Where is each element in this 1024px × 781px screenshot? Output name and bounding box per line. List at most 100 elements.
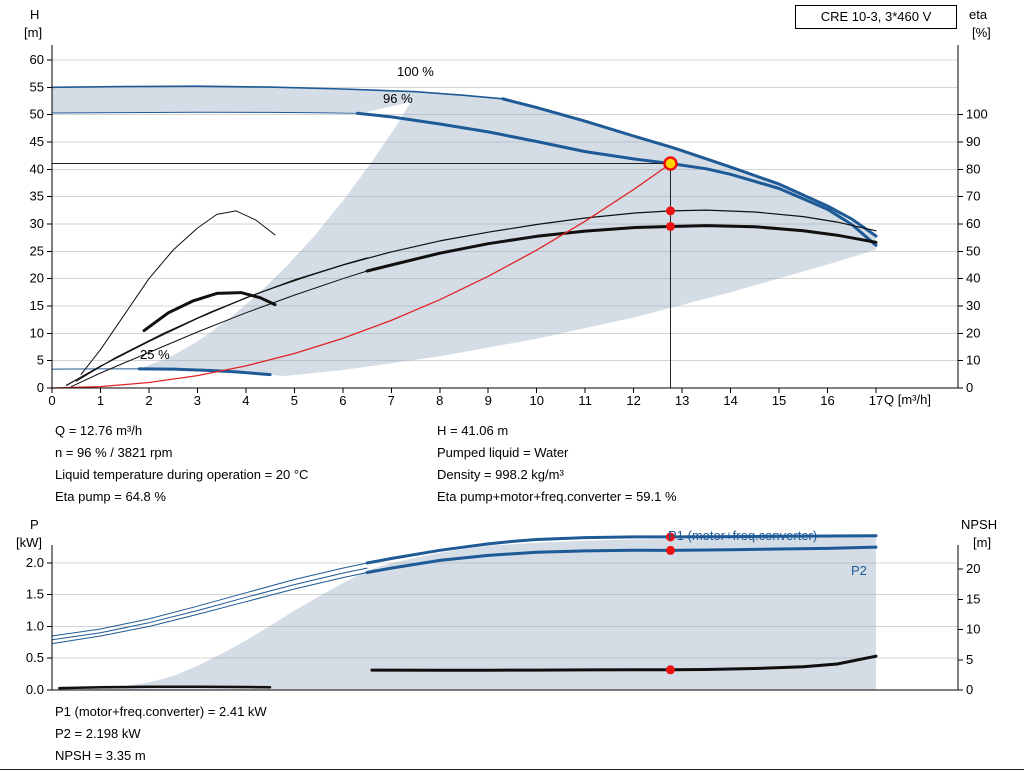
q-axis-label: Q [m³/h] xyxy=(884,392,931,407)
info-p2: P2 = 2.198 kW xyxy=(55,726,141,741)
y2-tick-label: 60 xyxy=(966,216,980,231)
y-tick-label: 25 xyxy=(30,243,44,258)
y2-tick-label: 5 xyxy=(966,652,973,667)
y2-tick-label: 20 xyxy=(966,561,980,576)
speed-100-curve xyxy=(501,97,878,238)
system-curve xyxy=(51,162,672,389)
y2-tick-label: 100 xyxy=(966,107,988,122)
npsh-point-marker xyxy=(665,665,675,675)
y-tick-label: 1.5 xyxy=(26,587,44,602)
y2-tick-label: 0 xyxy=(966,682,973,697)
p1-point-marker xyxy=(665,532,675,542)
y-tick-label: 20 xyxy=(30,271,44,286)
npsh-axis-unit: [m] xyxy=(973,535,992,550)
p2-point-marker xyxy=(665,545,675,555)
y-tick-label: 35 xyxy=(30,189,44,204)
x-tick-label: 13 xyxy=(675,393,689,408)
info-flow: Q = 12.76 m³/h xyxy=(55,423,143,438)
x-tick-label: 11 xyxy=(578,393,592,408)
x-tick-label: 6 xyxy=(339,393,346,408)
info-npsh: NPSH = 3.35 m xyxy=(55,748,146,763)
pump-title-box: CRE 10-3, 3*460 V xyxy=(795,5,957,29)
y2-tick-label: 80 xyxy=(966,161,980,176)
x-tick-label: 12 xyxy=(626,393,640,408)
eta-axis-label: eta xyxy=(969,7,988,22)
x-tick-label: 9 xyxy=(485,393,492,408)
h-axis-unit: [m] xyxy=(24,25,43,40)
x-tick-label: 8 xyxy=(436,393,443,408)
p2-curve xyxy=(365,545,878,574)
x-tick-label: 10 xyxy=(529,393,543,408)
y-tick-label: 0.0 xyxy=(26,682,44,697)
info-density: Density = 998.2 kg/m³ xyxy=(437,467,564,482)
operating-envelope xyxy=(81,536,877,690)
p2-curve-rise xyxy=(51,572,368,645)
y-tick-label: 2.0 xyxy=(26,555,44,570)
operating-envelope xyxy=(52,86,876,376)
p-axis-unit: [kW] xyxy=(16,535,42,550)
y-tick-label: 10 xyxy=(30,325,44,340)
y-tick-label: 45 xyxy=(30,134,44,149)
duty-point-marker[interactable] xyxy=(663,156,678,171)
bottom-divider xyxy=(0,769,1024,770)
x-tick-label: 4 xyxy=(242,393,249,408)
eta-total-point-marker xyxy=(665,221,675,231)
y2-tick-label: 0 xyxy=(966,380,973,395)
info-liquid: Pumped liquid = Water xyxy=(437,445,569,460)
info-head: H = 41.06 m xyxy=(437,423,509,438)
npsh-curve xyxy=(370,654,878,672)
y2-tick-label: 30 xyxy=(966,298,980,313)
x-tick-label: 3 xyxy=(194,393,201,408)
h-axis-label: H xyxy=(30,7,40,22)
y-tick-label: 0.5 xyxy=(26,650,44,665)
y-tick-label: 30 xyxy=(30,216,44,231)
p1-curve-label: P1 (motor+freq.converter) xyxy=(668,528,818,543)
info-speed: n = 96 % / 3821 rpm xyxy=(55,445,173,460)
power-chart: 0.0 0.5 1.0 1.5 2.0 0 5 10 15 20 xyxy=(26,532,980,697)
y2-tick-label: 15 xyxy=(966,591,980,606)
y2-tick-label: 20 xyxy=(966,325,980,340)
x-tick-label: 0 xyxy=(48,393,55,408)
y2-tick-label: 10 xyxy=(966,353,980,368)
eta-pump-25-curve xyxy=(80,210,276,375)
speed-25-curve xyxy=(137,367,272,377)
speed-96-curve xyxy=(355,111,878,247)
speed-25-label: 25 % xyxy=(140,347,170,362)
y-tick-label: 1.0 xyxy=(26,618,44,633)
info-eta-pump: Eta pump = 64.8 % xyxy=(55,489,166,504)
x-tick-label: 1 xyxy=(97,393,104,408)
x-tick-label: 15 xyxy=(772,393,786,408)
p-25-curve xyxy=(58,685,272,690)
eta-total-curve-rise xyxy=(70,270,368,388)
speed-96-label: 96 % xyxy=(383,91,413,106)
y-tick-label: 55 xyxy=(30,79,44,94)
p1-curve xyxy=(365,534,878,565)
speed-96-curve-low xyxy=(51,111,358,114)
info-temperature: Liquid temperature during operation = 20… xyxy=(55,467,309,482)
y-tick-label: 0 xyxy=(37,380,44,395)
info-eta-total: Eta pump+motor+freq.converter = 59.1 % xyxy=(437,489,677,504)
p2-curve-label: P2 xyxy=(851,563,867,578)
y2-tick-label: 40 xyxy=(966,271,980,286)
duty-info-left: Q = 12.76 m³/h n = 96 % / 3821 rpm Liqui… xyxy=(55,420,308,508)
y2-tick-label: 10 xyxy=(966,622,980,637)
eta-axis-unit: [%] xyxy=(972,25,991,40)
x-tick-label: 7 xyxy=(388,393,395,408)
y-tick-label: 15 xyxy=(30,298,44,313)
eta-rise-extra xyxy=(75,257,368,382)
y2-tick-label: 50 xyxy=(966,243,980,258)
hq-chart: 0510152025303540455055600102030405060708… xyxy=(30,45,988,408)
y-tick-label: 50 xyxy=(30,107,44,122)
y-tick-label: 5 xyxy=(37,353,44,368)
duty-info-right: H = 41.06 m Pumped liquid = Water Densit… xyxy=(437,420,677,508)
y2-tick-label: 70 xyxy=(966,189,980,204)
speed-100-curve-low xyxy=(51,85,504,100)
y2-tick-label: 90 xyxy=(966,134,980,149)
y-tick-label: 40 xyxy=(30,161,44,176)
eta-total-curve xyxy=(365,224,878,273)
speed-100-label: 100 % xyxy=(397,64,434,79)
p-mid-rise xyxy=(51,567,368,641)
power-info: P1 (motor+freq.converter) = 2.41 kW P2 =… xyxy=(55,701,267,767)
